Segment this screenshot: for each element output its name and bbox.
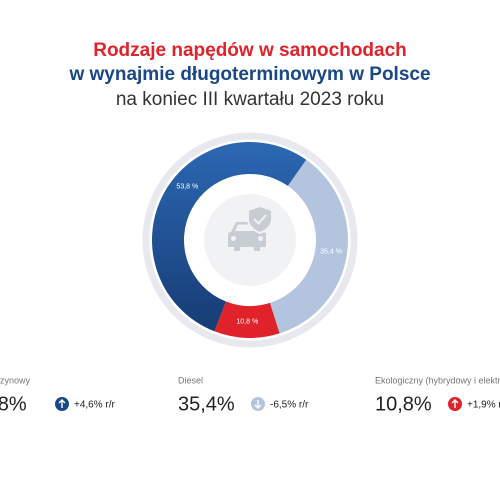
segment-label: 10,8 % — [236, 318, 259, 326]
donut-segment — [214, 301, 280, 338]
change-label: +4,6% r/r — [74, 400, 116, 411]
car-icon — [228, 204, 273, 251]
donut-segment — [269, 159, 348, 334]
category-label: Ekologiczny (hybrydowy i elektryczny) — [375, 375, 500, 385]
segment-label: 53,8 % — [176, 183, 199, 191]
summary-value: 10,8% — [375, 393, 432, 415]
donut-segment — [151, 141, 307, 332]
change-label: +1,9% r/r — [467, 400, 500, 411]
summary-value: 35,4% — [178, 393, 235, 415]
summary-value: 53,8% — [0, 393, 27, 415]
outer-ring — [142, 132, 358, 348]
title-line: Rodzaje napędów w samochodach — [93, 40, 407, 61]
segment-label: 35,4 % — [320, 248, 342, 256]
category-label: Benzynowy — [0, 375, 31, 385]
category-label: Diesel — [178, 375, 203, 385]
trend-arrow — [451, 399, 459, 408]
subtitle: na koniec III kwartału 2023 roku — [116, 89, 384, 110]
title-line: w wynajmie długoterminowym w Polsce — [68, 64, 430, 85]
change-label: -6,5% r/r — [270, 400, 309, 411]
trend-arrow — [254, 400, 262, 409]
trend-arrow — [58, 399, 66, 408]
